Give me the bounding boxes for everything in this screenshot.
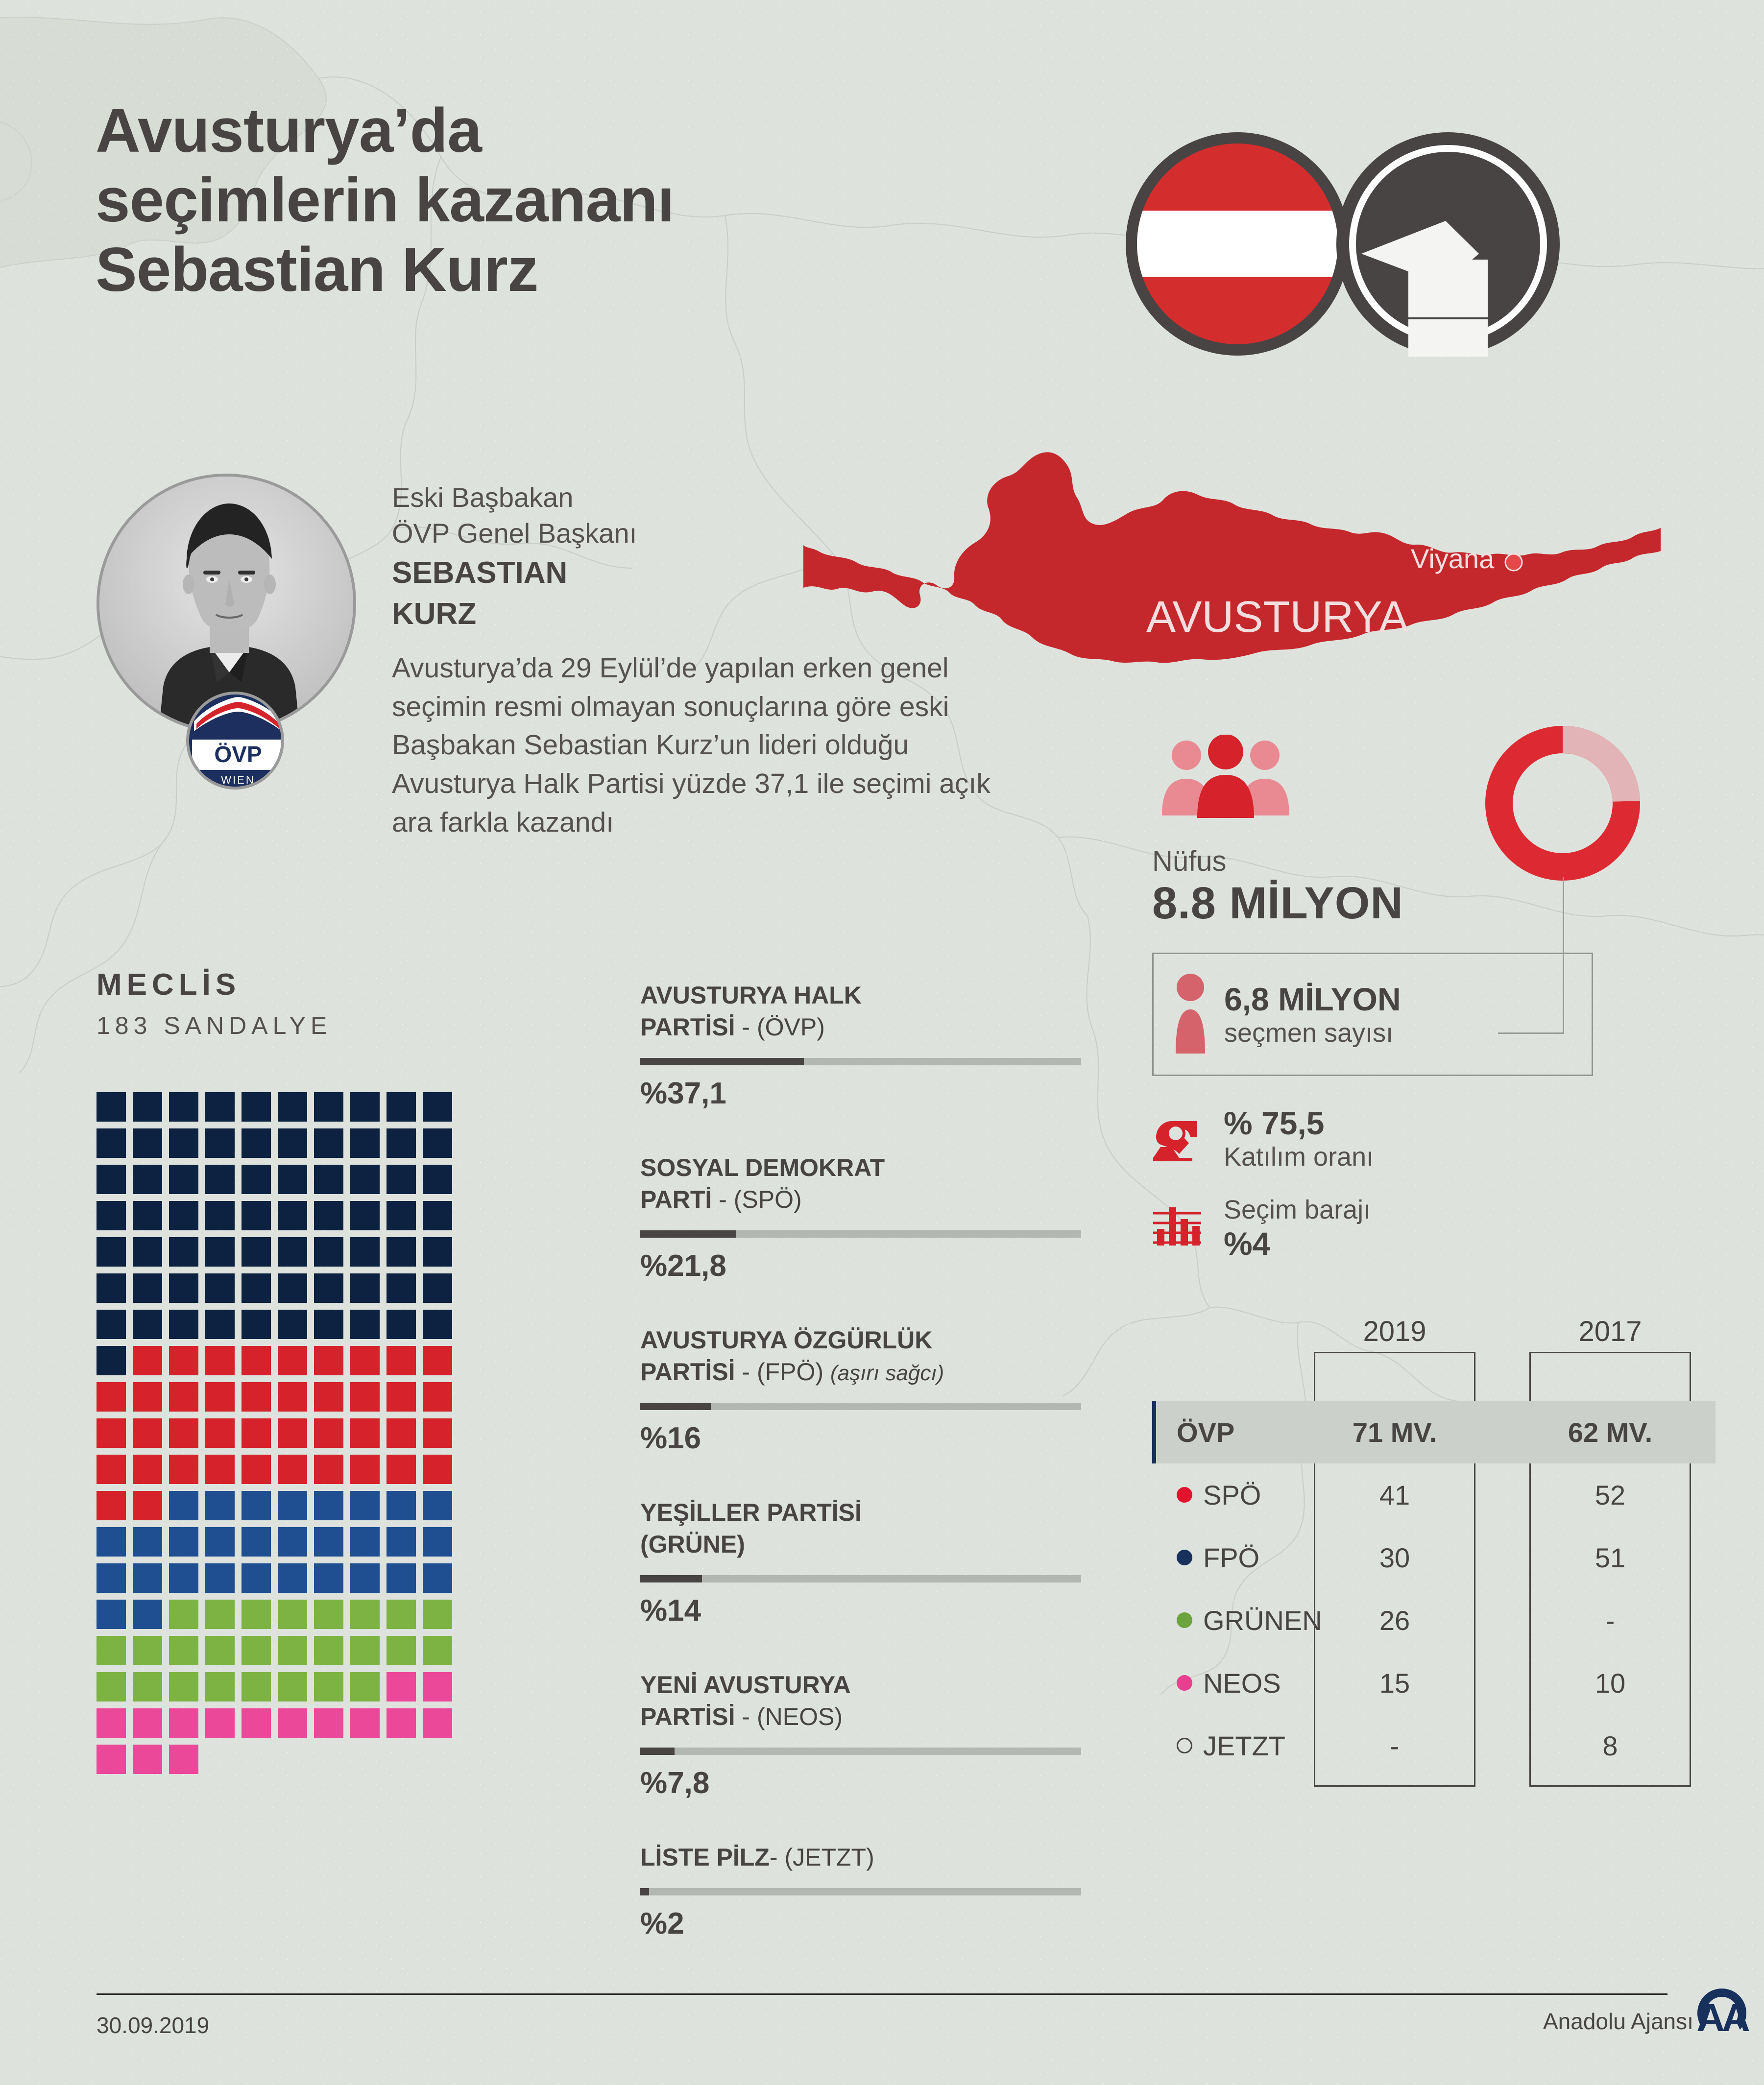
svg-text:ÖVP: ÖVP	[214, 742, 262, 767]
svg-text:AVUSTURYA: AVUSTURYA	[1146, 593, 1408, 642]
svg-text:WIEN: WIEN	[221, 774, 255, 786]
svg-text:Viyana: Viyana	[1411, 543, 1495, 574]
svg-text:AA: AA	[1696, 1996, 1749, 2039]
